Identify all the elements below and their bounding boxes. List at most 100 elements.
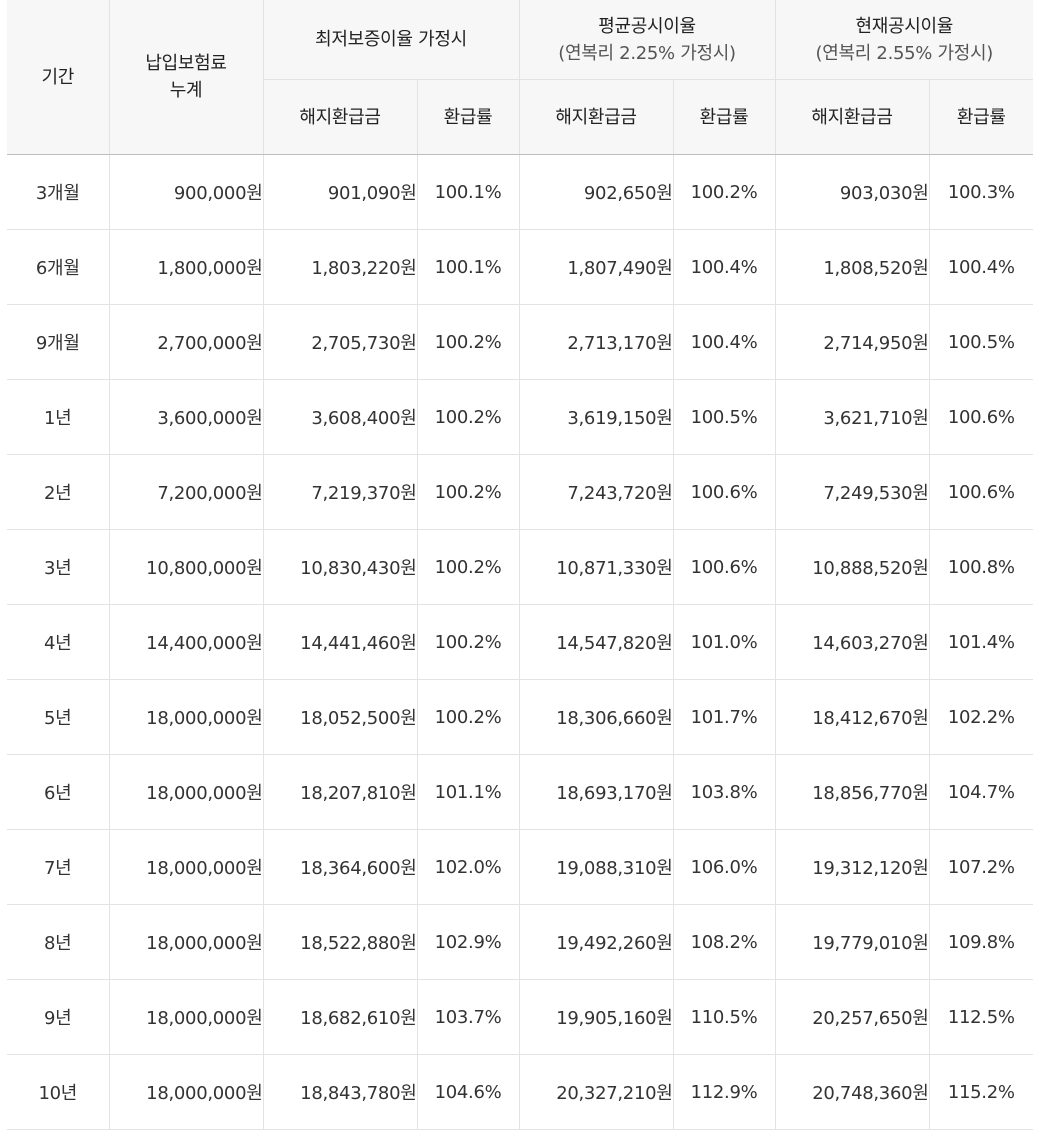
cell-min-refund-amount: 3,608,400원 (263, 379, 418, 455)
table-row: 7년 18,000,000원 18,364,600원 102.0% 19,088,310… (7, 829, 1034, 905)
cell-min-refund-rate: 102.9% (417, 904, 520, 980)
cell-avg-refund-rate: 112.9% (673, 1054, 776, 1130)
cell-premium-total: 7,200,000원 (109, 454, 264, 530)
cell-period: 1년 (7, 379, 110, 455)
header-row-1: 기간 납입보험료 누계 최저보증이율 가정시 평균공시이율 (연복리 2.25%… (7, 0, 1034, 155)
cell-premium-total: 3,600,000원 (109, 379, 264, 455)
cell-cur-refund-amount: 20,257,650원 (775, 979, 930, 1055)
header-premium-line1: 납입보험료 (145, 53, 227, 74)
cell-cur-refund-rate: 115.2% (929, 1054, 1034, 1130)
cell-min-refund-amount: 18,052,500원 (263, 679, 418, 755)
cell-min-refund-amount: 901,090원 (263, 154, 418, 230)
cell-premium-total: 18,000,000원 (109, 754, 264, 830)
cell-cur-refund-amount: 7,249,530원 (775, 454, 930, 530)
cell-cur-refund-amount: 18,412,670원 (775, 679, 930, 755)
cell-cur-refund-amount: 14,603,270원 (775, 604, 930, 680)
cell-period: 10년 (7, 1054, 110, 1130)
table-body: 3개월 900,000원 901,090원 100.1% 902,650원 100.2% 9… (7, 154, 1034, 1130)
table-row: 3개월 900,000원 901,090원 100.1% 902,650원 100.2% 9… (7, 154, 1034, 230)
cell-cur-refund-amount: 3,621,710원 (775, 379, 930, 455)
cell-period: 6개월 (7, 229, 110, 305)
cell-avg-refund-rate: 106.0% (673, 829, 776, 905)
cell-cur-refund-rate: 112.5% (929, 979, 1034, 1055)
cell-avg-refund-amount: 14,547,820원 (519, 604, 674, 680)
cell-premium-total: 14,400,000원 (109, 604, 264, 680)
header-cur-refund-rate: 환급률 (929, 79, 1034, 155)
cell-avg-refund-rate: 110.5% (673, 979, 776, 1055)
cell-premium-total: 18,000,000원 (109, 1054, 264, 1130)
cell-min-refund-rate: 101.1% (417, 754, 520, 830)
table-row: 10년 18,000,000원 18,843,780원 104.6% 20,327,21… (7, 1054, 1034, 1130)
header-average-rate-line2: (연복리 2.25% 가정시) (558, 42, 736, 64)
cell-avg-refund-amount: 902,650원 (519, 154, 674, 230)
table-row: 9개월 2,700,000원 2,705,730원 100.2% 2,713,170원 1… (7, 304, 1034, 380)
cell-min-refund-amount: 18,522,880원 (263, 904, 418, 980)
header-premium-line2: 누계 (169, 80, 203, 101)
cell-min-refund-amount: 1,803,220원 (263, 229, 418, 305)
cell-cur-refund-amount: 10,888,520원 (775, 529, 930, 605)
cell-cur-refund-rate: 100.8% (929, 529, 1034, 605)
cell-cur-refund-rate: 100.5% (929, 304, 1034, 380)
cell-avg-refund-rate: 100.6% (673, 454, 776, 530)
cell-avg-refund-rate: 103.8% (673, 754, 776, 830)
header-premium-total: 납입보험료 누계 (109, 0, 264, 155)
cell-premium-total: 18,000,000원 (109, 679, 264, 755)
header-row-2: 해지환급금 환급률 해지환급금 환급률 해지환급금 환급률 (7, 79, 1034, 155)
cell-avg-refund-amount: 3,619,150원 (519, 379, 674, 455)
cell-cur-refund-amount: 18,856,770원 (775, 754, 930, 830)
cell-min-refund-amount: 2,705,730원 (263, 304, 418, 380)
table-row: 4년 14,400,000원 14,441,460원 100.2% 14,547,820… (7, 604, 1034, 680)
table-row: 8년 18,000,000원 18,522,880원 102.9% 19,492,260… (7, 904, 1034, 980)
cell-avg-refund-amount: 19,088,310원 (519, 829, 674, 905)
table-row: 6년 18,000,000원 18,207,810원 101.1% 18,693,170… (7, 754, 1034, 830)
cell-min-refund-rate: 100.2% (417, 604, 520, 680)
cell-min-refund-rate: 100.2% (417, 529, 520, 605)
cell-min-refund-amount: 14,441,460원 (263, 604, 418, 680)
cell-cur-refund-rate: 104.7% (929, 754, 1034, 830)
cell-avg-refund-rate: 100.4% (673, 229, 776, 305)
cell-avg-refund-amount: 1,807,490원 (519, 229, 674, 305)
cell-period: 2년 (7, 454, 110, 530)
cell-premium-total: 2,700,000원 (109, 304, 264, 380)
cell-min-refund-rate: 102.0% (417, 829, 520, 905)
cell-avg-refund-amount: 18,693,170원 (519, 754, 674, 830)
cell-premium-total: 18,000,000원 (109, 979, 264, 1055)
cell-avg-refund-rate: 100.2% (673, 154, 776, 230)
table-row: 3년 10,800,000원 10,830,430원 100.2% 10,871,330… (7, 529, 1034, 605)
cell-avg-refund-amount: 19,905,160원 (519, 979, 674, 1055)
cell-avg-refund-rate: 108.2% (673, 904, 776, 980)
cell-min-refund-rate: 100.2% (417, 304, 520, 380)
cell-min-refund-amount: 18,364,600원 (263, 829, 418, 905)
cell-period: 5년 (7, 679, 110, 755)
cell-cur-refund-amount: 19,312,120원 (775, 829, 930, 905)
cell-min-refund-rate: 103.7% (417, 979, 520, 1055)
header-current-rate-line2: (연복리 2.55% 가정시) (815, 42, 994, 64)
cell-min-refund-amount: 18,682,610원 (263, 979, 418, 1055)
cell-min-refund-amount: 7,219,370원 (263, 454, 418, 530)
cell-avg-refund-amount: 20,327,210원 (519, 1054, 674, 1130)
cell-avg-refund-rate: 100.4% (673, 304, 776, 380)
cell-period: 9개월 (7, 304, 110, 380)
table-row: 6개월 1,800,000원 1,803,220원 100.1% 1,807,490원 1… (7, 229, 1034, 305)
cell-cur-refund-rate: 100.3% (929, 154, 1034, 230)
cell-avg-refund-amount: 10,871,330원 (519, 529, 674, 605)
cell-cur-refund-rate: 109.8% (929, 904, 1034, 980)
cell-avg-refund-amount: 7,243,720원 (519, 454, 674, 530)
header-min-refund-rate: 환급률 (417, 79, 520, 155)
header-avg-refund-amount: 해지환급금 (519, 79, 674, 155)
cell-min-refund-amount: 18,207,810원 (263, 754, 418, 830)
cell-cur-refund-rate: 107.2% (929, 829, 1034, 905)
cell-period: 3개월 (7, 154, 110, 230)
cell-min-refund-rate: 100.1% (417, 229, 520, 305)
cell-cur-refund-amount: 903,030원 (775, 154, 930, 230)
cell-premium-total: 18,000,000원 (109, 829, 264, 905)
cell-avg-refund-amount: 19,492,260원 (519, 904, 674, 980)
cell-min-refund-amount: 18,843,780원 (263, 1054, 418, 1130)
table-header: 기간 납입보험료 누계 최저보증이율 가정시 평균공시이율 (연복리 2.25%… (7, 0, 1034, 155)
cell-min-refund-rate: 100.2% (417, 454, 520, 530)
cell-avg-refund-rate: 101.7% (673, 679, 776, 755)
cell-min-refund-amount: 10,830,430원 (263, 529, 418, 605)
cell-premium-total: 900,000원 (109, 154, 264, 230)
header-min-refund-amount: 해지환급금 (263, 79, 418, 155)
